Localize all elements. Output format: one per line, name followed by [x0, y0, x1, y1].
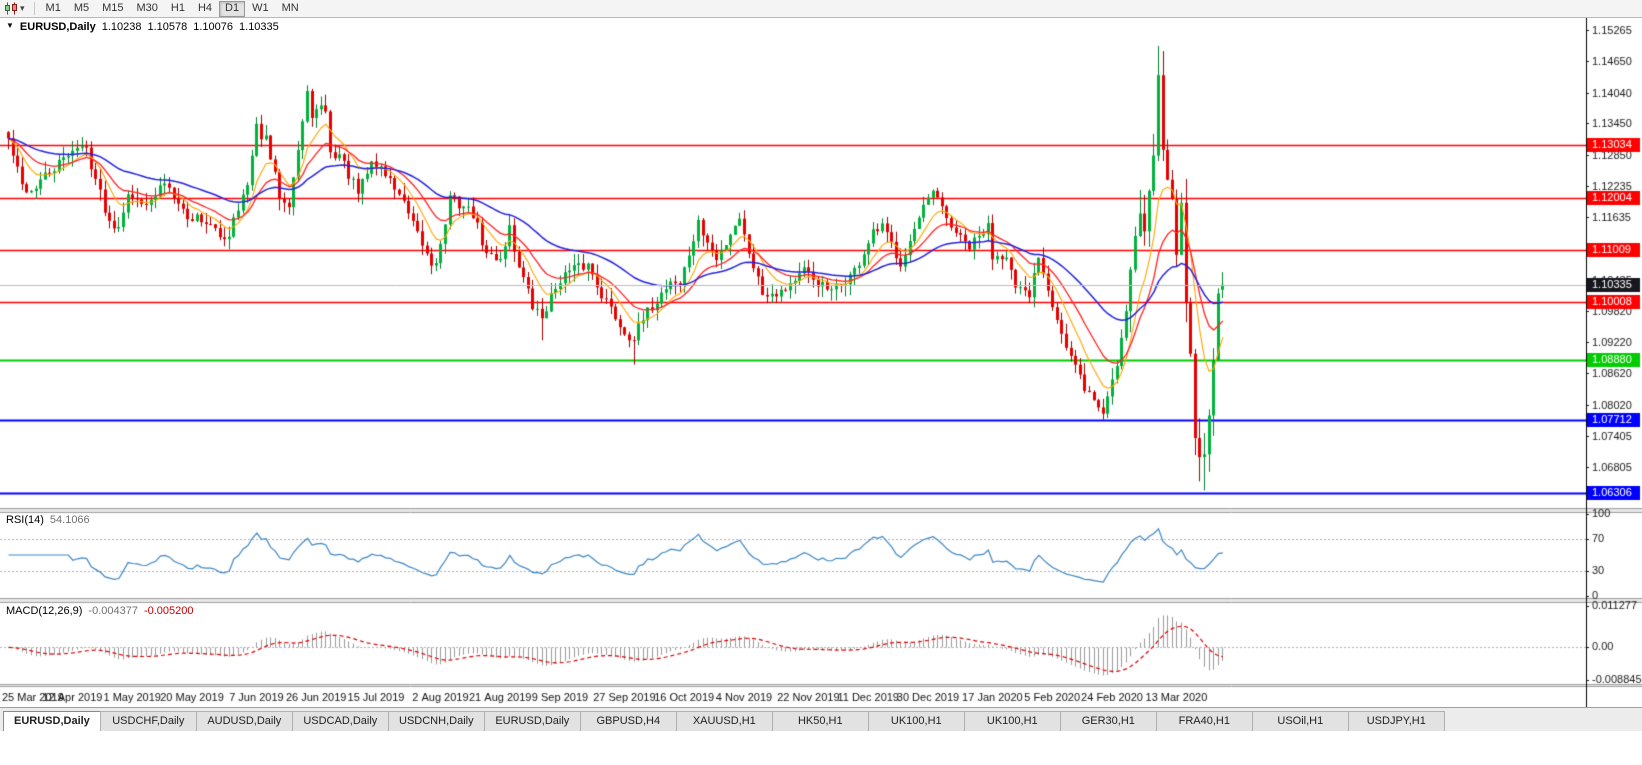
chart-tab-fra40-h1[interactable]: FRA40,H1	[1155, 711, 1253, 731]
chart-tab-gbpusd-h4[interactable]: GBPUSD,H4	[579, 711, 677, 731]
chart-tab-eurusd-daily[interactable]: EURUSD,Daily	[483, 711, 581, 731]
timeframe-toolbar: M1 M5 M15 M30 H1 H4 D1 W1 MN	[40, 0, 305, 17]
pane-divider-macd[interactable]	[0, 595, 1642, 603]
chart-tab-usoil-h1[interactable]: USOil,H1	[1251, 711, 1349, 731]
timeframe-button-h1[interactable]: H1	[165, 1, 191, 17]
chart-tab-uk100-h1[interactable]: UK100,H1	[867, 711, 965, 731]
timeframe-button-w1[interactable]: W1	[246, 1, 275, 17]
timeframe-button-h4[interactable]: H4	[192, 1, 218, 17]
pane-divider-rsi[interactable]	[0, 505, 1642, 513]
chart-type-dropdown-caret[interactable]: ▾	[20, 3, 25, 13]
chart-type-icon[interactable]	[4, 2, 19, 15]
chart-tab-hk50-h1[interactable]: HK50,H1	[771, 711, 869, 731]
toolbar-separator	[33, 2, 35, 15]
timeframe-button-m5[interactable]: M5	[68, 1, 95, 17]
chart-tab-audusd-daily[interactable]: AUDUSD,Daily	[195, 711, 293, 731]
status-area	[0, 731, 1642, 765]
chart-symbol-dropdown-icon[interactable]: ▼	[6, 21, 14, 30]
candlestick-chart-icon	[5, 2, 17, 15]
chart-tab-usdjpy-h1[interactable]: USDJPY,H1	[1347, 711, 1445, 731]
chart-tab-uk100-h1[interactable]: UK100,H1	[963, 711, 1061, 731]
price-chart-canvas[interactable]	[0, 18, 1642, 707]
chart-tab-bar: EURUSD,Daily USDCHF,Daily AUDUSD,Daily USDC…	[0, 707, 1642, 731]
chart-tab-ger30-h1[interactable]: GER30,H1	[1059, 711, 1157, 731]
chart-tab-xauusd-h1[interactable]: XAUUSD,H1	[675, 711, 773, 731]
chart-tab-usdchf-daily[interactable]: USDCHF,Daily	[99, 711, 197, 731]
chart-window: ▼ EURUSD,Daily 1.10238 1.10578 1.10076 1…	[0, 18, 1642, 707]
chart-tab-eurusd-daily[interactable]: EURUSD,Daily	[3, 711, 101, 731]
timeframe-button-m30[interactable]: M30	[131, 1, 164, 17]
top-toolbar: ▾ M1 M5 M15 M30 H1 H4 D1 W1 MN	[0, 0, 1642, 18]
timeframe-button-mn[interactable]: MN	[276, 1, 305, 17]
chart-tab-usdcad-daily[interactable]: USDCAD,Daily	[291, 711, 389, 731]
chart-tab-usdcnh-daily[interactable]: USDCNH,Daily	[387, 711, 485, 731]
timeframe-button-m15[interactable]: M15	[96, 1, 129, 17]
timeframe-button-d1[interactable]: D1	[219, 0, 246, 17]
timeframe-button-m1[interactable]: M1	[40, 1, 67, 17]
